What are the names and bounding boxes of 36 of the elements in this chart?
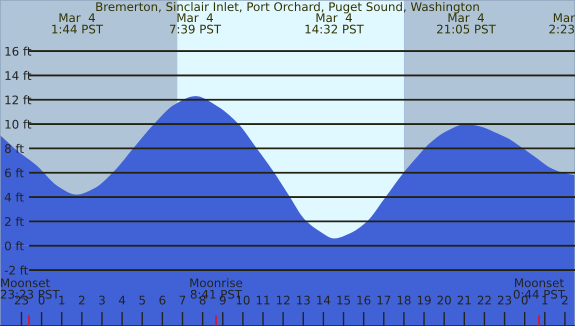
x-tick-label: 4 bbox=[118, 296, 126, 304]
x-tick-label: 15 bbox=[337, 296, 350, 305]
x-tick-label: 14 bbox=[317, 296, 330, 304]
x-tick-label: 16 bbox=[357, 296, 370, 305]
y-tick-label: 16 ft bbox=[5, 46, 32, 56]
y-tick-label: 0 ft bbox=[4, 241, 24, 250]
y-tick-label: 14 ft bbox=[5, 70, 32, 80]
y-tick-label: 2 ft bbox=[5, 216, 24, 226]
x-tick-label: 21 bbox=[458, 296, 471, 304]
annotation: Mar 4 14:32 PST bbox=[306, 13, 364, 34]
x-tick-label: 22 bbox=[478, 296, 491, 304]
x-tick-label: 11 bbox=[256, 296, 270, 304]
x-tick-label: 13 bbox=[297, 296, 310, 305]
x-tick-label: 19 bbox=[418, 296, 431, 305]
annotation: Mar 4 7:39 PST bbox=[170, 13, 222, 34]
x-tick-label: 6 bbox=[159, 296, 166, 305]
x-tick-label: 23 bbox=[498, 296, 512, 305]
x-tick-label: 7 bbox=[180, 296, 186, 304]
x-tick-label: 12 bbox=[276, 296, 290, 304]
y-tick-label: 12 ft bbox=[5, 95, 32, 104]
y-tick-label: 10 ft bbox=[5, 120, 32, 129]
annotation: Mar 2:23 bbox=[549, 13, 575, 34]
annotation: Mar 4 1:44 PST bbox=[52, 13, 104, 34]
y-tick-label: -2 ft bbox=[4, 266, 28, 275]
annotation: Mar 4 21:05 PST bbox=[437, 13, 496, 34]
x-tick-label: 5 bbox=[139, 296, 145, 305]
y-tick-label: 4 ft bbox=[4, 192, 24, 202]
x-tick-label: 20 bbox=[438, 296, 451, 305]
x-tick-label: 1 bbox=[59, 296, 64, 304]
x-tick-label: 2 bbox=[78, 296, 84, 304]
x-tick-label: 3 bbox=[99, 296, 105, 305]
y-tick-label: 6 ft bbox=[4, 168, 24, 178]
x-tick-label: 17 bbox=[378, 296, 390, 304]
chart-title: Bremerton, Sinclair Inlet, Port Orchard, Puget Sound, Washington bbox=[96, 2, 479, 14]
x-tick-label: 18 bbox=[398, 296, 411, 305]
y-tick-label: 8 ft bbox=[4, 144, 24, 154]
